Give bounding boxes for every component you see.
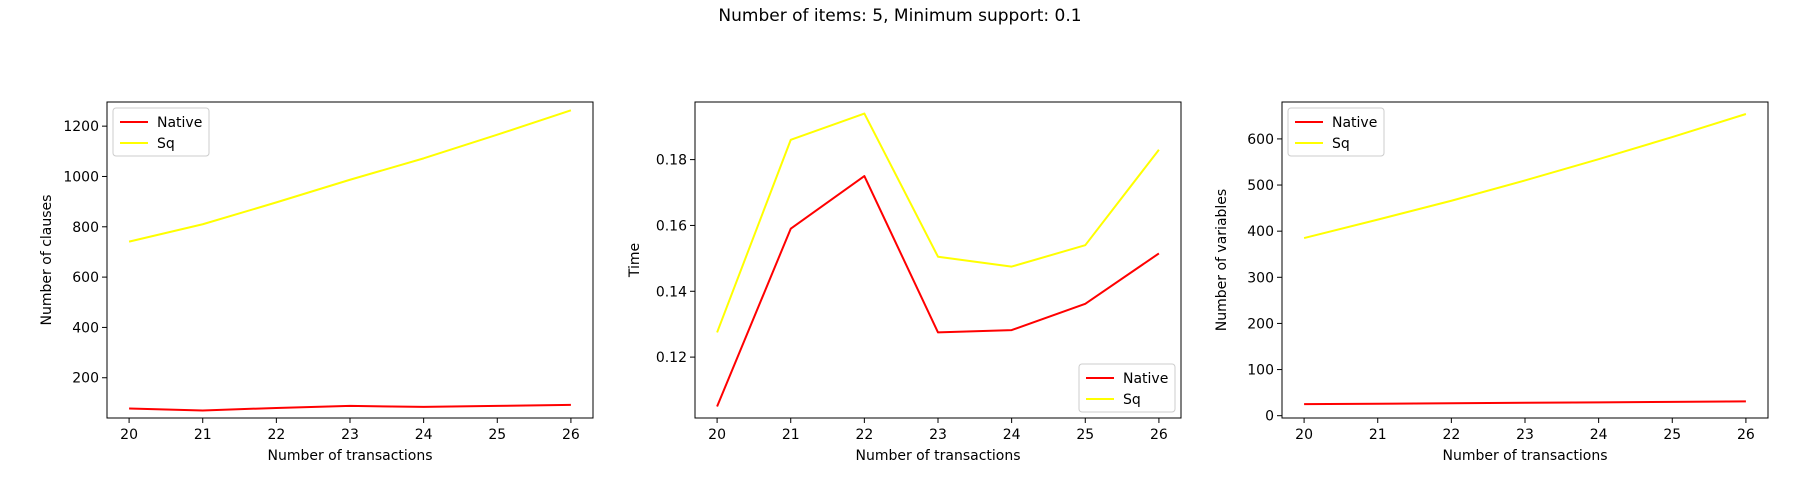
x-axis-label: Number of transactions [267, 448, 432, 464]
x-tick-label: 26 [1150, 427, 1168, 443]
y-tick-label: 800 [72, 220, 99, 236]
x-tick-label: 24 [1003, 427, 1021, 443]
x-tick-label: 26 [562, 427, 580, 443]
x-tick-label: 25 [1076, 427, 1094, 443]
x-tick-label: 22 [267, 427, 285, 443]
x-tick-label: 23 [341, 427, 359, 443]
x-tick-label: 24 [1590, 427, 1608, 443]
legend-label-sq: Sq [157, 136, 175, 152]
x-tick-label: 22 [855, 427, 873, 443]
chart-panel-1: 20 21 22 23 24 25 26 200 400 600 800 1000 1200 Number… [39, 101, 594, 464]
y-tick-label: 400 [1247, 224, 1274, 240]
y-tick-label: 0.14 [656, 284, 687, 300]
x-tick-label: 20 [708, 427, 726, 443]
figure-suptitle: Number of items: 5, Minimum support: 0.1 [718, 6, 1082, 26]
y-axis-label: Number of variables [1214, 189, 1230, 331]
y-tick-label: 0.18 [656, 153, 687, 169]
legend: Native Sq [1287, 107, 1385, 157]
y-tick-label: 0.16 [656, 218, 687, 234]
y-axis-label: Number of clauses [39, 195, 55, 326]
x-tick-label: 26 [1737, 427, 1755, 443]
y-tick-label: 100 [1247, 363, 1274, 379]
y-tick-label: 400 [72, 320, 99, 336]
x-tick-label: 22 [1442, 427, 1460, 443]
y-tick-label: 600 [72, 270, 99, 286]
y-tick-label: 500 [1247, 178, 1274, 194]
y-tick-label: 1200 [63, 119, 99, 135]
x-axis-label: Number of transactions [1442, 448, 1607, 464]
legend-label-sq: Sq [1123, 392, 1141, 408]
x-tick-label: 21 [1369, 427, 1387, 443]
chart-panel-3: 20 21 22 23 24 25 26 0 100 200 300 400 500 600 Number … [1214, 101, 1769, 464]
y-tick-label: 200 [72, 371, 99, 387]
x-axis-label: Number of transactions [855, 448, 1020, 464]
x-tick-label: 21 [782, 427, 800, 443]
legend-label-native: Native [1332, 115, 1377, 131]
y-tick-label: 0.12 [656, 350, 687, 366]
x-tick-label: 25 [488, 427, 506, 443]
x-tick-label: 20 [1295, 427, 1313, 443]
y-tick-label: 200 [1247, 316, 1274, 332]
chart-panel-2: 20 21 22 23 24 25 26 0.12 0.14 0.16 0.18 Number of … [627, 101, 1182, 464]
y-axis-label: Time [627, 243, 643, 278]
y-tick-label: 0 [1265, 409, 1274, 425]
y-tick-label: 1000 [63, 169, 99, 185]
legend: Native Sq [112, 107, 210, 157]
x-tick-label: 25 [1663, 427, 1681, 443]
y-tick-label: 600 [1247, 132, 1274, 148]
x-tick-label: 23 [1516, 427, 1534, 443]
y-tick-label: 300 [1247, 270, 1274, 286]
x-tick-label: 21 [194, 427, 212, 443]
legend-label-native: Native [1123, 371, 1168, 387]
legend: Native Sq [1078, 363, 1176, 413]
series-line-native [129, 403, 571, 412]
legend-label-native: Native [157, 115, 202, 131]
x-tick-label: 23 [929, 427, 947, 443]
x-tick-label: 20 [120, 427, 138, 443]
legend-label-sq: Sq [1332, 136, 1350, 152]
x-tick-label: 24 [415, 427, 433, 443]
